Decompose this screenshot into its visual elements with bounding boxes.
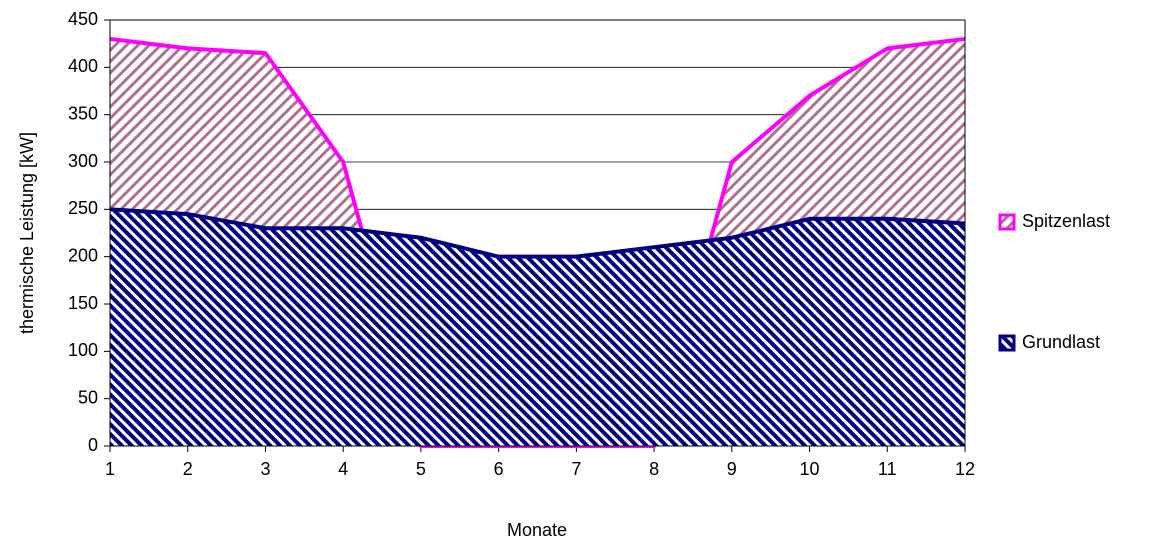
area (110, 209, 965, 446)
legend-marker (998, 334, 1016, 352)
x-tick-label: 12 (955, 459, 975, 479)
legend-label: Spitzenlast (1022, 211, 1110, 231)
x-tick-label: 7 (571, 459, 581, 479)
area-line (109, 207, 966, 259)
legend-label: Grundlast (1022, 332, 1100, 352)
x-tick-label: 6 (494, 459, 504, 479)
x-tick-label: 5 (416, 459, 426, 479)
x-tick-label: 4 (338, 459, 348, 479)
y-tick-label: 250 (68, 198, 98, 218)
y-tick-label: 200 (68, 245, 98, 265)
legend-marker (998, 213, 1016, 231)
y-tick-label: 300 (68, 151, 98, 171)
x-tick-label: 2 (183, 459, 193, 479)
y-tick-label: 400 (68, 56, 98, 76)
y-tick-label: 0 (88, 435, 98, 455)
y-tick-label: 50 (78, 387, 98, 407)
y-tick-label: 450 (68, 9, 98, 29)
x-tick-label: 11 (878, 459, 897, 479)
y-tick-label: 150 (68, 293, 98, 313)
y-tick-label: 350 (68, 103, 98, 123)
x-axis-label: Monate (507, 520, 567, 540)
plot-frame (109, 19, 966, 447)
x-tick-label: 8 (649, 459, 659, 479)
y-axis-label: thermische Leistung [kW] (17, 132, 37, 334)
x-tick-label: 1 (105, 459, 115, 479)
x-tick-label: 3 (260, 459, 270, 479)
x-tick-label: 10 (800, 459, 820, 479)
x-tick-label: 9 (727, 459, 737, 479)
y-tick-label: 100 (68, 340, 98, 360)
